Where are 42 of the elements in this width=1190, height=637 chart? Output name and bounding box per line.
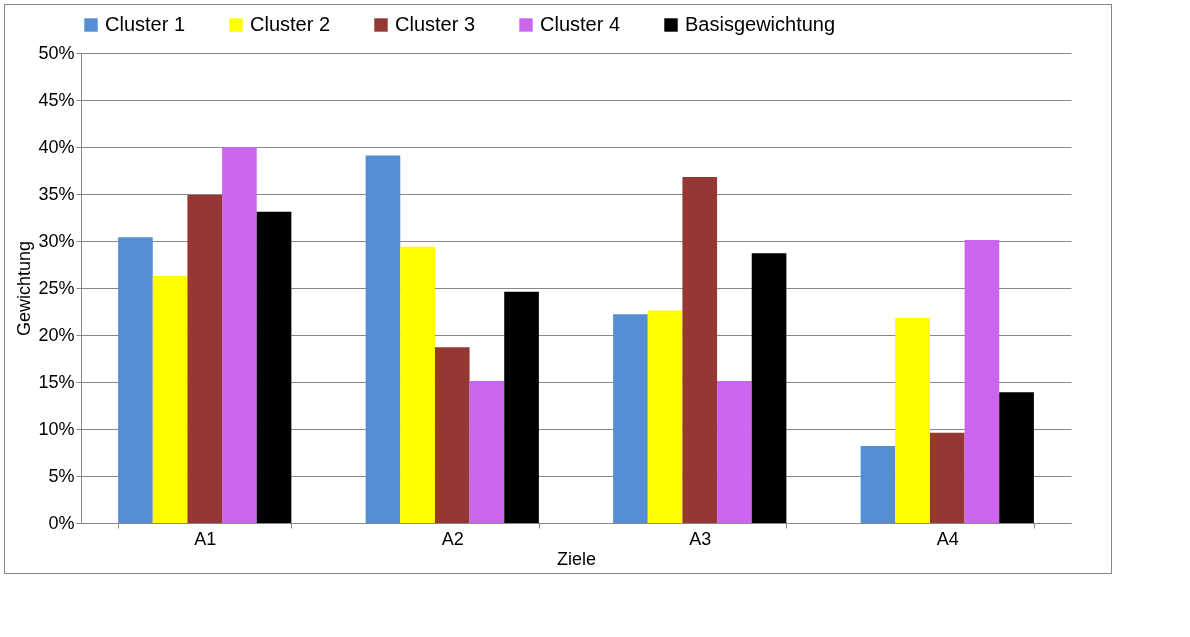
legend-label: Cluster 2 [250,13,331,35]
bar [860,445,896,523]
y-tick-label: 40% [38,136,75,157]
bar [365,155,401,523]
y-tick-label: 25% [38,277,75,298]
y-tick-label: 20% [38,324,75,345]
y-axis-title: Gewichtung [14,240,35,337]
x-tick-label: A3 [689,528,712,549]
bar [647,310,683,523]
x-tick-label: A4 [936,528,959,549]
bar [999,392,1034,523]
legend-label: Cluster 4 [540,13,621,35]
bar [751,253,787,523]
bar [929,432,965,523]
y-tick-label: 5% [48,465,75,486]
legend-label: Cluster 3 [395,13,476,35]
y-tick-label: 15% [38,371,75,392]
x-axis-title: Ziele [556,548,597,569]
bar [187,194,223,523]
bar [469,381,505,523]
bar [222,147,257,523]
legend-label: Cluster 1 [105,13,186,35]
bar [717,381,752,523]
x-tick-label: A1 [194,528,217,549]
y-tick-label: 10% [38,418,75,439]
bar [152,275,188,523]
bar [964,240,1000,523]
bar [434,347,470,523]
y-tick-label: 0% [48,512,75,533]
y-tick-label: 50% [38,42,75,63]
x-tick-label: A2 [441,528,464,549]
bar [504,291,539,523]
bar [682,177,718,523]
bar [895,318,930,523]
y-tick-label: 35% [38,183,75,204]
bar [256,211,292,523]
y-tick-label: 30% [38,230,75,251]
legend-label: Basisgewichtung [685,13,836,35]
bar [400,246,435,523]
bar [613,314,648,523]
y-tick-label: 45% [38,89,75,110]
bar [118,237,153,523]
